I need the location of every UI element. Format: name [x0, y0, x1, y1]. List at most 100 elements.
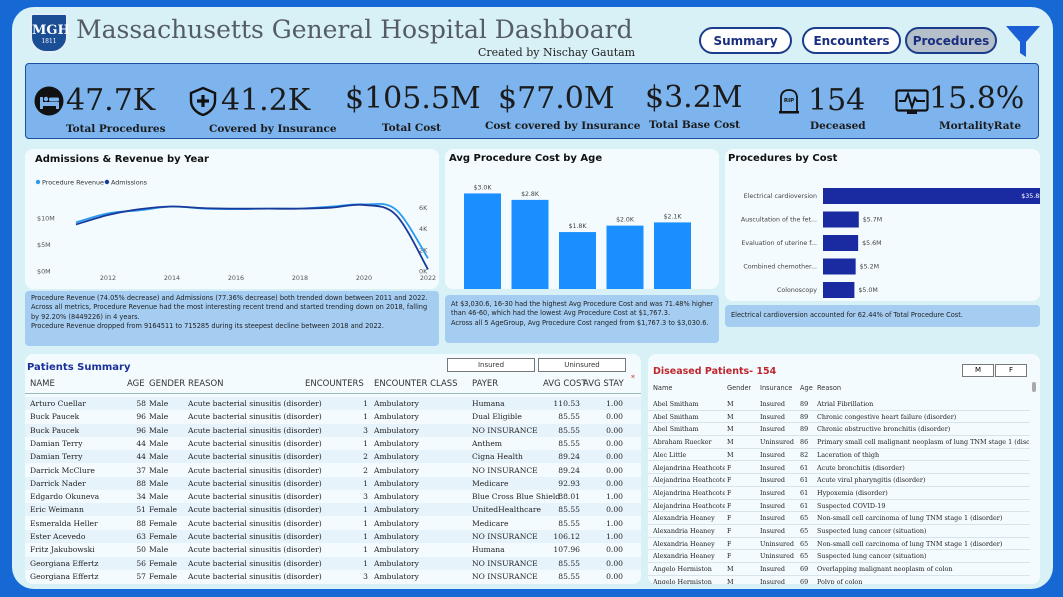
deceased-cell: Alejandrina Heathcote	[653, 476, 725, 485]
patient-cell: 0.00	[606, 465, 623, 475]
avg-cost-by-age-bar-chart: $3.0K16-30$2.8K31-45$1.8K46-60$2.0K61-75…	[464, 184, 691, 289]
patient-row[interactable]: Arturo Cuellar 58 Male Acute bacterial sinu…	[25, 397, 641, 410]
patient-cell: 0.00	[606, 438, 623, 448]
patient-row[interactable]: Darrick Nader 88 Male Acute bacterial sinus…	[25, 476, 641, 490]
patient-cell: NO INSURANCE	[472, 558, 538, 568]
deceased-column-header[interactable]: Gender	[727, 384, 752, 392]
patients-column-header[interactable]: AGE	[127, 379, 145, 389]
deceased-column-header[interactable]: Name	[653, 384, 673, 392]
patient-cell: 1	[363, 518, 368, 528]
patient-cell: 96	[136, 425, 146, 435]
proc-category-label: Combined chemother...	[743, 264, 817, 271]
line-note-1: Procedure Revenue (74.05% decrease) and …	[31, 294, 428, 302]
deceased-row[interactable]: Abel Smitham M Insured 89 Chronic obstructiv…	[648, 423, 1030, 437]
page-title: Massachusetts General Hospital Dashboard	[76, 15, 633, 44]
patient-cell: NO INSURANCE	[472, 571, 538, 581]
deceased-cell: Atrial Fibrillation	[817, 400, 874, 408]
deceased-cell: Hypoxemia (disorder)	[817, 488, 888, 497]
deceased-cell: Angelo Hermiston	[653, 565, 712, 574]
shield-plus-icon	[189, 86, 217, 116]
patient-cell: Acute bacterial sinusitis (disorder)	[188, 492, 322, 502]
deceased-cell: Uninsured	[760, 539, 794, 548]
deceased-cell: Alec Little	[653, 450, 687, 459]
patient-row[interactable]: Buck Paucek 96 Male Acute bacterial sinusit…	[25, 423, 641, 437]
procedures-nav-button[interactable]: Procedures	[905, 27, 997, 54]
deceased-row[interactable]: Alejandrina Heathcote F Insured 61 Hypoxemia…	[648, 487, 1030, 500]
patient-cell: 51	[136, 505, 146, 515]
insured-filter-button[interactable]: Insured	[447, 358, 535, 372]
deceased-cell: Alejandrina Heathcote	[653, 501, 725, 510]
deceased-row[interactable]: Alexandria Heaney F Insured 65 Suspected lun…	[648, 525, 1030, 538]
deceased-row[interactable]: Angelo Hermiston M Insured 69 Overlapping ma…	[648, 563, 1030, 576]
patient-cell: Male	[149, 399, 169, 408]
procedures-by-cost-bar-chart: Electrical cardioversion $35.8M Auscultati…	[741, 188, 1040, 298]
patient-row[interactable]: Ester Acevedo 63 Female Acute bacterial sin…	[25, 530, 641, 543]
patient-cell: 0.00	[606, 425, 623, 435]
deceased-row[interactable]: Angelo Hermiston M Insured 69 Polyp of colon	[648, 576, 1030, 584]
patients-column-header[interactable]: ENCOUNTER CLASS	[374, 379, 458, 389]
patients-column-header[interactable]: PAYER	[472, 379, 499, 389]
deceased-row[interactable]: Alexandria Heaney F Insured 65 Non-small cel…	[648, 512, 1030, 525]
patient-row[interactable]: Buck Paucek 96 Male Acute bacterial sinusit…	[25, 410, 641, 423]
kpi-label-covered-by-insurance: Covered by Insurance	[209, 123, 337, 135]
patient-cell: 92.93	[558, 478, 580, 488]
deceased-column-header[interactable]: Reason	[817, 384, 842, 392]
summary-nav-button[interactable]: Summary	[699, 27, 792, 54]
patients-column-header[interactable]: AVG COST	[543, 379, 587, 389]
patients-column-header[interactable]: REASON	[188, 379, 224, 389]
patient-cell: Female	[149, 558, 177, 568]
male-filter-button[interactable]: M	[962, 364, 994, 377]
patient-cell: Ambulatory	[374, 532, 419, 541]
deceased-row[interactable]: Abel Smitham M Insured 89 Atrial Fibrillatio…	[648, 398, 1030, 411]
chart-title: Admissions & Revenue by Year	[35, 154, 209, 165]
patient-row[interactable]: Esmeralda Heller 88 Female Acute bacterial …	[25, 517, 641, 530]
patient-cell: NO INSURANCE	[472, 425, 538, 435]
deceased-column-header[interactable]: Insurance	[760, 384, 793, 392]
deceased-row[interactable]: Alejandrina Heathcote F Insured 61 Suspected…	[648, 500, 1030, 513]
deceased-cell: 69	[800, 565, 809, 574]
legend-dot-1	[104, 179, 110, 185]
patients-column-header[interactable]: NAME	[30, 379, 55, 389]
deceased-row[interactable]: Alec Little M Insured 82 Laceration of thigh	[648, 449, 1030, 462]
deceased-row[interactable]: Alexandria Heaney F Uninsured 65 Non-small c…	[648, 538, 1030, 551]
kpi-value-total-cost: $105.5M	[345, 81, 481, 116]
deceased-cell: 65	[800, 514, 809, 523]
patient-cell: NO INSURANCE	[472, 532, 538, 541]
uninsured-filter-button[interactable]: Uninsured	[538, 358, 626, 372]
patient-row[interactable]: Georgiana Effertz 57 Female Acute bacterial…	[25, 570, 641, 583]
deceased-cell: 86	[800, 438, 809, 447]
patients-column-header[interactable]: AVG STAY	[583, 379, 624, 389]
patient-row[interactable]: Darrick McClure 37 Male Acute bacterial sin…	[25, 464, 641, 477]
deceased-scrollbar[interactable]	[1032, 382, 1036, 392]
deceased-row[interactable]: Alejandrina Heathcote F Insured 61 Acute bro…	[648, 462, 1030, 475]
filter-icon[interactable]	[1005, 24, 1041, 60]
kpi-value-covered-by-insurance: 41.2K	[221, 83, 311, 118]
deceased-row[interactable]: Alexandria Heaney F Uninsured 65 Suspected l…	[648, 550, 1030, 564]
patient-row[interactable]: Georgiana Effertz 56 Female Acute bacterial…	[25, 556, 641, 570]
patient-row[interactable]: Fritz Jakubowski 50 Male Acute bacterial si…	[25, 543, 641, 556]
encounters-nav-button[interactable]: Encounters	[802, 27, 901, 54]
patients-column-header[interactable]: ENCOUNTERS	[305, 379, 364, 389]
patient-row[interactable]: Damian Terry 44 Male Acute bacterial sinusi…	[25, 450, 641, 464]
age-chart-insight-note: At $3,030.6, 16-30 had the highest Avg P…	[445, 295, 719, 343]
patients-column-header[interactable]: GENDER	[149, 379, 186, 389]
deceased-cell: Insured	[760, 514, 785, 523]
female-filter-button[interactable]: F	[995, 364, 1027, 377]
deceased-row[interactable]: Alejandrina Heathcote F Insured 61 Acute vir…	[648, 474, 1030, 487]
deceased-cell: M	[727, 577, 734, 584]
patient-cell: Acute bacterial sinusitis (disorder)	[188, 412, 322, 422]
deceased-column-header[interactable]: Age	[800, 384, 813, 392]
patient-row[interactable]: Damian Terry 44 Male Acute bacterial sinusi…	[25, 437, 641, 450]
patient-cell: 89.24	[558, 465, 580, 475]
proc-value-label: $35.8M	[1021, 193, 1040, 200]
age-bar-label: $2.0K	[616, 217, 635, 224]
patient-row[interactable]: Eric Weimann 51 Female Acute bacterial sinu…	[25, 503, 641, 517]
deceased-row[interactable]: Abel Smitham M Insured 89 Chronic congestive…	[648, 411, 1030, 424]
dashboard-frame: MGH 1811 Massachusetts General Hospital …	[12, 7, 1053, 589]
age-bar-label: $3.0K	[474, 184, 493, 191]
patient-cell: Ambulatory	[374, 412, 419, 422]
logo-text: MGH	[32, 23, 70, 38]
deceased-row[interactable]: Abraham Ruecker M Uninsured 86 Primary small…	[648, 436, 1030, 449]
patient-cell: 1	[363, 532, 368, 541]
patient-row[interactable]: Edgardo Okuneva 34 Male Acute bacterial sin…	[25, 490, 641, 503]
